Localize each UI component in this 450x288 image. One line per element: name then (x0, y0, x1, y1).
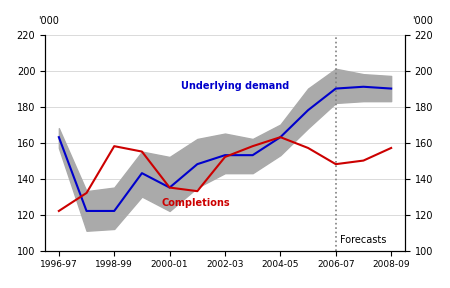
Text: Underlying demand: Underlying demand (181, 81, 289, 90)
Text: '000: '000 (412, 16, 433, 26)
Text: Completions: Completions (161, 198, 230, 208)
Text: Forecasts: Forecasts (340, 235, 386, 245)
Text: '000: '000 (38, 16, 58, 26)
